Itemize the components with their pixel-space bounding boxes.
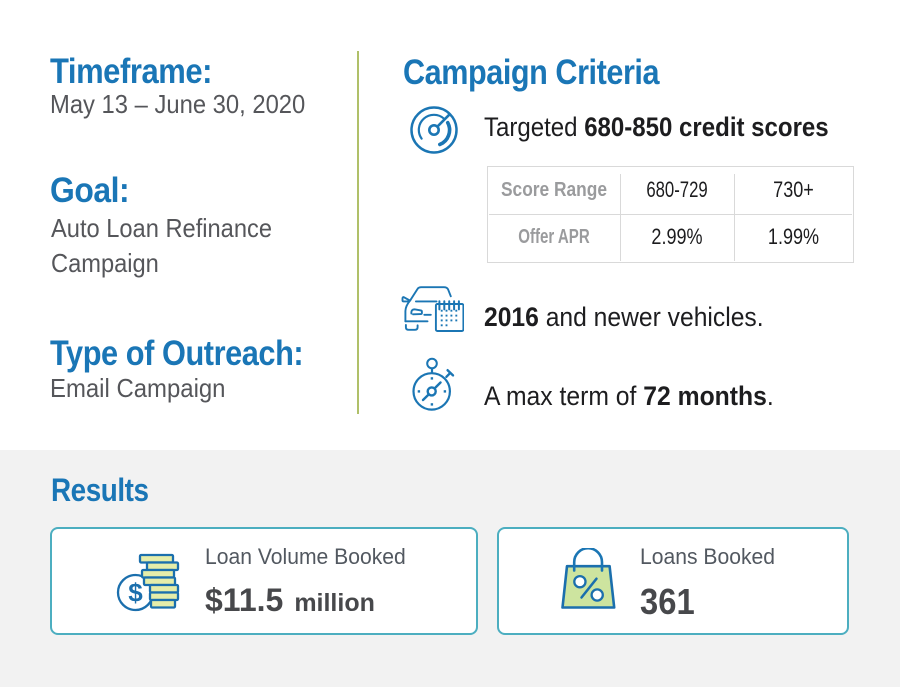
- svg-text:$: $: [128, 578, 143, 608]
